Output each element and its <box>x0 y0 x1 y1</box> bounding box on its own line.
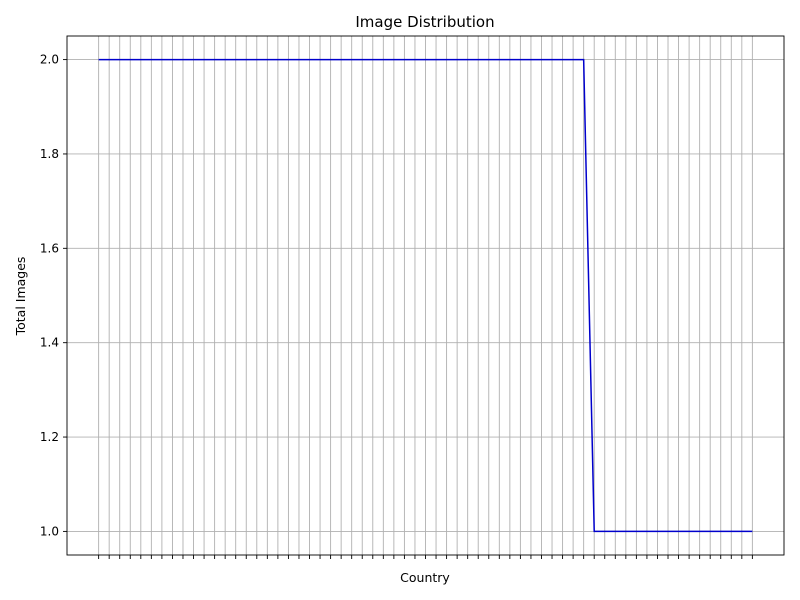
x-axis-label: Country <box>400 570 450 585</box>
y-tick-label: 1.2 <box>40 430 59 444</box>
y-tick-label: 1.0 <box>40 524 59 538</box>
x-ticks <box>98 555 753 559</box>
y-tick-label: 2.0 <box>40 53 59 67</box>
chart-title: Image Distribution <box>355 13 494 31</box>
y-ticks: 1.0 1.2 1.4 1.6 1.8 2.0 <box>40 53 67 538</box>
y-tick-label: 1.8 <box>40 147 59 161</box>
series-line <box>98 58 753 533</box>
y-tick-label: 1.6 <box>40 241 59 255</box>
y-axis-label: Total Images <box>13 257 28 337</box>
x-gridlines <box>98 36 753 555</box>
y-tick-label: 1.4 <box>40 336 59 350</box>
